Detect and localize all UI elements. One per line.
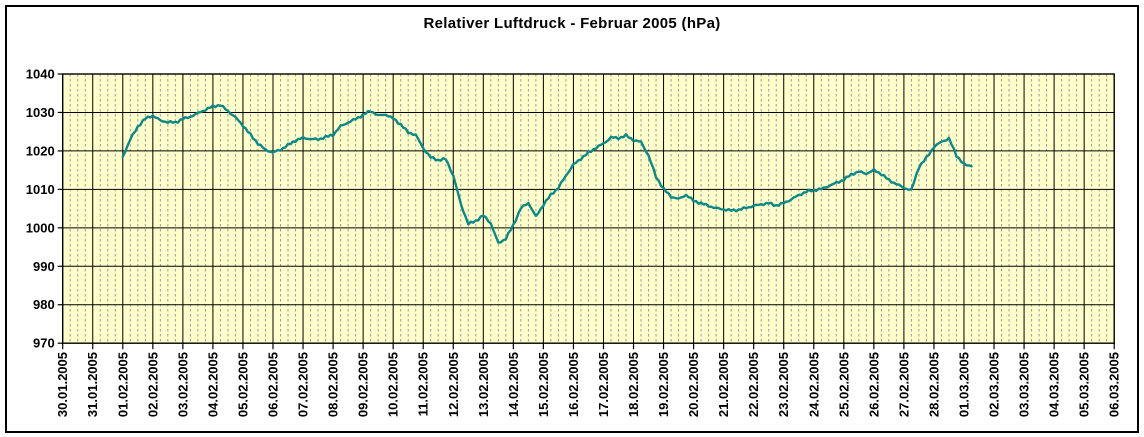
y-tick-label: 1010 [26,182,55,197]
x-tick-label: 08.02.2005 [326,352,341,417]
x-tick-label: 21.02.2005 [716,352,731,417]
x-tick-label: 11.02.2005 [416,352,431,416]
y-tick-label: 1030 [26,105,55,120]
x-tick-label: 04.02.2005 [205,352,220,417]
x-tick-label: 13.02.2005 [476,352,491,417]
x-tick-label: 03.03.2005 [1017,352,1032,417]
x-tick-label: 28.02.2005 [926,352,941,417]
x-tick-label: 02.03.2005 [987,352,1002,417]
x-tick-label: 23.02.2005 [776,352,791,417]
y-tick-label: 990 [33,259,55,274]
x-tick-label: 02.02.2005 [145,352,160,417]
x-tick-label: 09.02.2005 [356,352,371,417]
x-tick-label: 04.03.2005 [1047,352,1062,417]
x-tick-label: 14.02.2005 [506,352,521,417]
x-tick-label: 16.02.2005 [566,352,581,417]
y-tick-label: 980 [33,297,55,312]
x-tick-label: 19.02.2005 [656,352,671,417]
y-tick-label: 970 [33,336,55,351]
x-tick-label: 30.01.2005 [55,352,70,417]
x-tick-label: 03.02.2005 [175,352,190,417]
x-tick-label: 17.02.2005 [596,352,611,417]
x-tick-label: 24.02.2005 [806,352,821,417]
chart-title: Relativer Luftdruck - Februar 2005 (hPa) [423,15,720,32]
x-tick-label: 31.01.2005 [85,352,100,417]
y-tick-label: 1020 [26,143,55,158]
x-tick-label: 12.02.2005 [446,352,461,417]
x-tick-label: 05.03.2005 [1077,352,1092,417]
x-tick-label: 06.03.2005 [1107,352,1122,417]
y-tick-label: 1000 [26,220,55,235]
plot-frame [62,73,1115,344]
x-tick-label: 06.02.2005 [266,352,281,417]
x-tick-label: 10.02.2005 [386,352,401,417]
x-tick-label: 18.02.2005 [626,352,641,417]
x-tick-label: 15.02.2005 [536,352,551,417]
x-tick-label: 01.03.2005 [956,352,971,417]
pressure-line [121,104,973,244]
x-tick-label: 27.02.2005 [896,352,911,417]
x-tick-label: 20.02.2005 [686,352,701,417]
x-tick-label: 01.02.2005 [115,352,130,417]
x-tick-label: 07.02.2005 [296,352,311,417]
x-tick-label: 26.02.2005 [866,352,881,417]
y-tick-label: 1040 [26,67,55,82]
x-tick-label: 05.02.2005 [235,352,250,417]
x-tick-label: 25.02.2005 [836,352,851,417]
x-tick-label: 22.02.2005 [746,352,761,417]
